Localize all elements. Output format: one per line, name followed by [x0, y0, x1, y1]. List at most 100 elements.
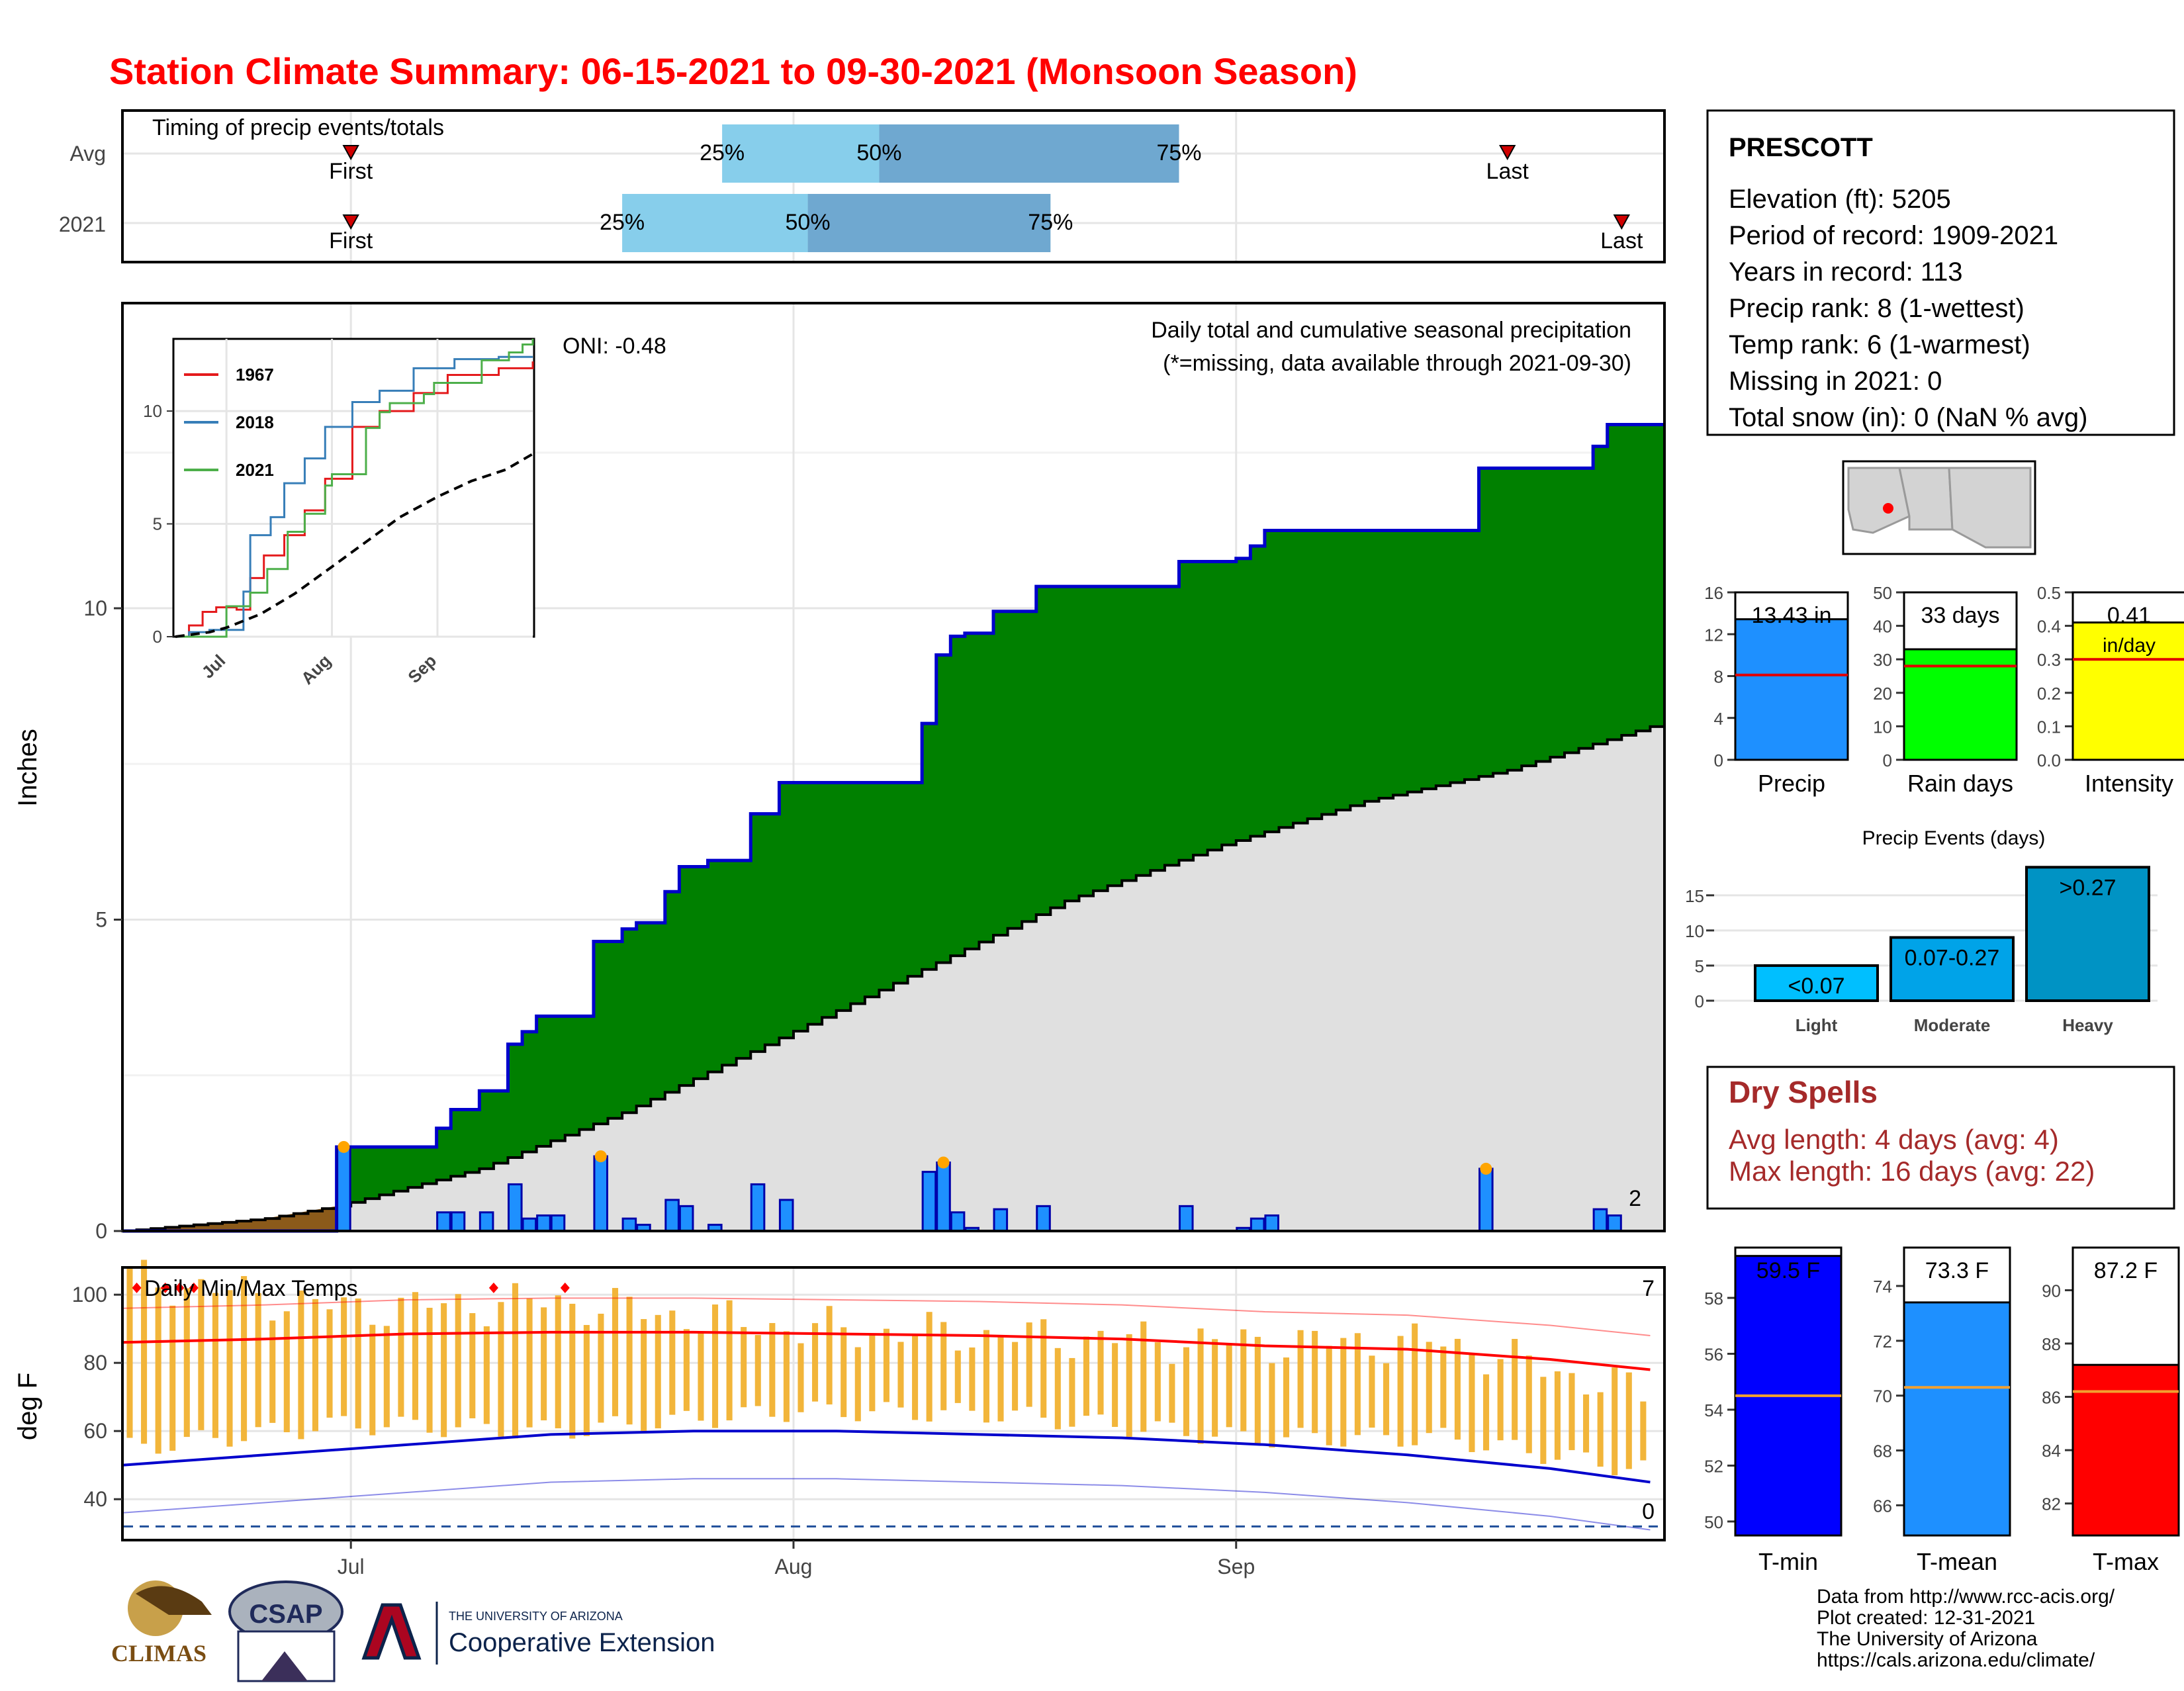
timing-last-marker-label: Last [1600, 228, 1643, 253]
summary-tick-label: 0.2 [2037, 684, 2061, 704]
daily-precip-bar [678, 1205, 694, 1232]
temp-summary-tick-label: 90 [2042, 1281, 2061, 1301]
events-bar-heavy [2025, 866, 2150, 1003]
seasonal-summary-bars: 0 4 8 12 16 13.43 in Precip 0 10 20 30 40 50 33 days R… [1704, 583, 2184, 797]
timing-q25-label: 25% [600, 210, 645, 235]
inset-legend-label: 1967 [236, 365, 274, 385]
events-tick-label: 5 [1695, 956, 1704, 976]
daily-temp-range-bar [583, 1324, 590, 1436]
daily-precip-bar [450, 1211, 466, 1232]
daily-temp-range-bar [1397, 1336, 1404, 1447]
record-high-marker [560, 1282, 570, 1293]
daily-precip-bar [778, 1199, 794, 1232]
inset-y-tick-label: 5 [153, 514, 162, 534]
daily-temp-range-bar [769, 1323, 776, 1417]
daily-temp-range-bar [1212, 1339, 1218, 1437]
summary-value-label: 13.43 in [1752, 603, 1832, 628]
temp-summary-tick-label: 52 [1704, 1456, 1723, 1476]
temp-summary-tick-label: 82 [2042, 1494, 2061, 1514]
daily-temp-range-bar [1597, 1392, 1604, 1467]
inset-y-tick-label: 0 [153, 627, 162, 647]
daily-precip-bar [750, 1183, 766, 1232]
timing-q50-label: 50% [856, 140, 901, 165]
daily-precip-bar [936, 1161, 951, 1232]
events-category-label: Heavy [2062, 1015, 2113, 1035]
daily-temp-range-bar [183, 1288, 190, 1438]
temp-summary-tick-label: 84 [2042, 1441, 2061, 1461]
daily-precip-bar [436, 1211, 451, 1232]
average-cumulative-line [122, 725, 1664, 1232]
heavy-precip-marker [338, 1140, 350, 1153]
daily-temp-range-bar [455, 1294, 461, 1428]
cold-days-count: 0 [1642, 1499, 1655, 1524]
daily-precip-bar [1250, 1217, 1265, 1232]
station-marker [1883, 503, 1893, 514]
daily-temp-range-bar [897, 1342, 904, 1408]
record-min-line [122, 1478, 1651, 1531]
summary-tick-label: 4 [1714, 709, 1723, 729]
temp-summary-tick-label: 88 [2042, 1334, 2061, 1354]
summary-bar-label: Precip [1758, 770, 1825, 797]
x-axis-tick-label: Sep [1217, 1555, 1255, 1578]
precip-y-tick-label: 5 [95, 908, 107, 932]
daily-precip-bar [593, 1155, 609, 1232]
daily-temp-range-bar [726, 1300, 733, 1421]
daily-precip-bar [478, 1211, 494, 1232]
daily-temp-range-bar [255, 1293, 261, 1428]
daily-temp-range-bar [369, 1324, 376, 1436]
daily-temp-range-bar [841, 1327, 847, 1418]
events-tick-label: 0 [1695, 991, 1704, 1011]
inset-series-1967 [175, 361, 534, 638]
timing-first-marker-label: First [329, 159, 373, 184]
daily-temp-range-bar [783, 1331, 790, 1422]
temp-summary-bar-t-mean [1903, 1301, 2011, 1537]
daily-temp-range-bar [169, 1305, 176, 1451]
daily-temp-range-bar [669, 1310, 676, 1415]
daily-precip-bar [522, 1217, 537, 1232]
temp-summary-tick-label: 50 [1704, 1512, 1723, 1532]
daily-precip-bar [621, 1217, 637, 1232]
summary-tick-label: 12 [1704, 625, 1723, 645]
daily-temp-range-bar [612, 1288, 619, 1416]
daily-precip-bar [993, 1208, 1009, 1232]
csap-logo: CSAP [228, 1580, 343, 1682]
station-name: PRESCOTT [1729, 133, 1873, 162]
daily-temp-range-bar [954, 1350, 961, 1403]
precip-events-title: Precip Events (days) [1862, 827, 2046, 849]
timing-panel: 25% 50% 75% First Last 25% 50% 75% First Last Tim… [59, 109, 1666, 263]
daily-temp-range-bar [1083, 1336, 1089, 1416]
temp-summary-bar-label: T-min [1758, 1548, 1818, 1575]
daily-precip-bar [1479, 1167, 1494, 1232]
daily-temp-range-bar [1525, 1355, 1532, 1453]
daily-temp-range-bar [655, 1314, 661, 1429]
daily-temp-range-bar [441, 1303, 447, 1438]
temp-y-tick-label: 100 [72, 1283, 107, 1306]
university-of-arizona-logo: THE UNIVERSITY OF ARIZONA Cooperative Ex… [361, 1602, 715, 1665]
events-value-label: 0.07-0.27 [1905, 945, 2000, 970]
daily-temp-range-bar [1612, 1367, 1618, 1476]
daily-temp-range-bar [869, 1335, 876, 1412]
daily-precip-bar [536, 1214, 551, 1232]
daily-temp-range-bar [1412, 1323, 1418, 1445]
cooperative-extension-text: Cooperative Extension [449, 1628, 715, 1657]
daily-temp-range-bar [1283, 1357, 1290, 1438]
daily-temp-range-bar [1297, 1330, 1304, 1428]
timing-q50-q75-bar [807, 194, 1051, 252]
station-info-line: Total snow (in): 0 (NaN % avg) [1729, 403, 2087, 432]
daily-precip-bar [950, 1211, 966, 1232]
dry-spells-max: Max length: 16 days (avg: 22) [1729, 1156, 2095, 1187]
temp-summary-tick-label: 70 [1873, 1387, 1892, 1406]
inset-y-tick-label: 10 [143, 401, 162, 421]
precip-count-label: 2 [1629, 1186, 1641, 1211]
daily-temp-range-bar [698, 1331, 704, 1421]
daily-temp-range-bar [569, 1303, 576, 1439]
page-title: Station Climate Summary: 06-15-2021 to 0… [109, 50, 1357, 92]
neighbor-region-outline [1948, 467, 2032, 549]
daily-temp-range-bar [1312, 1330, 1318, 1434]
daily-temp-range-bar [1040, 1319, 1047, 1418]
summary-tick-label: 8 [1714, 667, 1723, 687]
daily-temp-range-bar [241, 1276, 248, 1441]
station-location-map [1842, 460, 2036, 555]
temp-summary-bar-label: T-mean [1917, 1548, 1997, 1575]
